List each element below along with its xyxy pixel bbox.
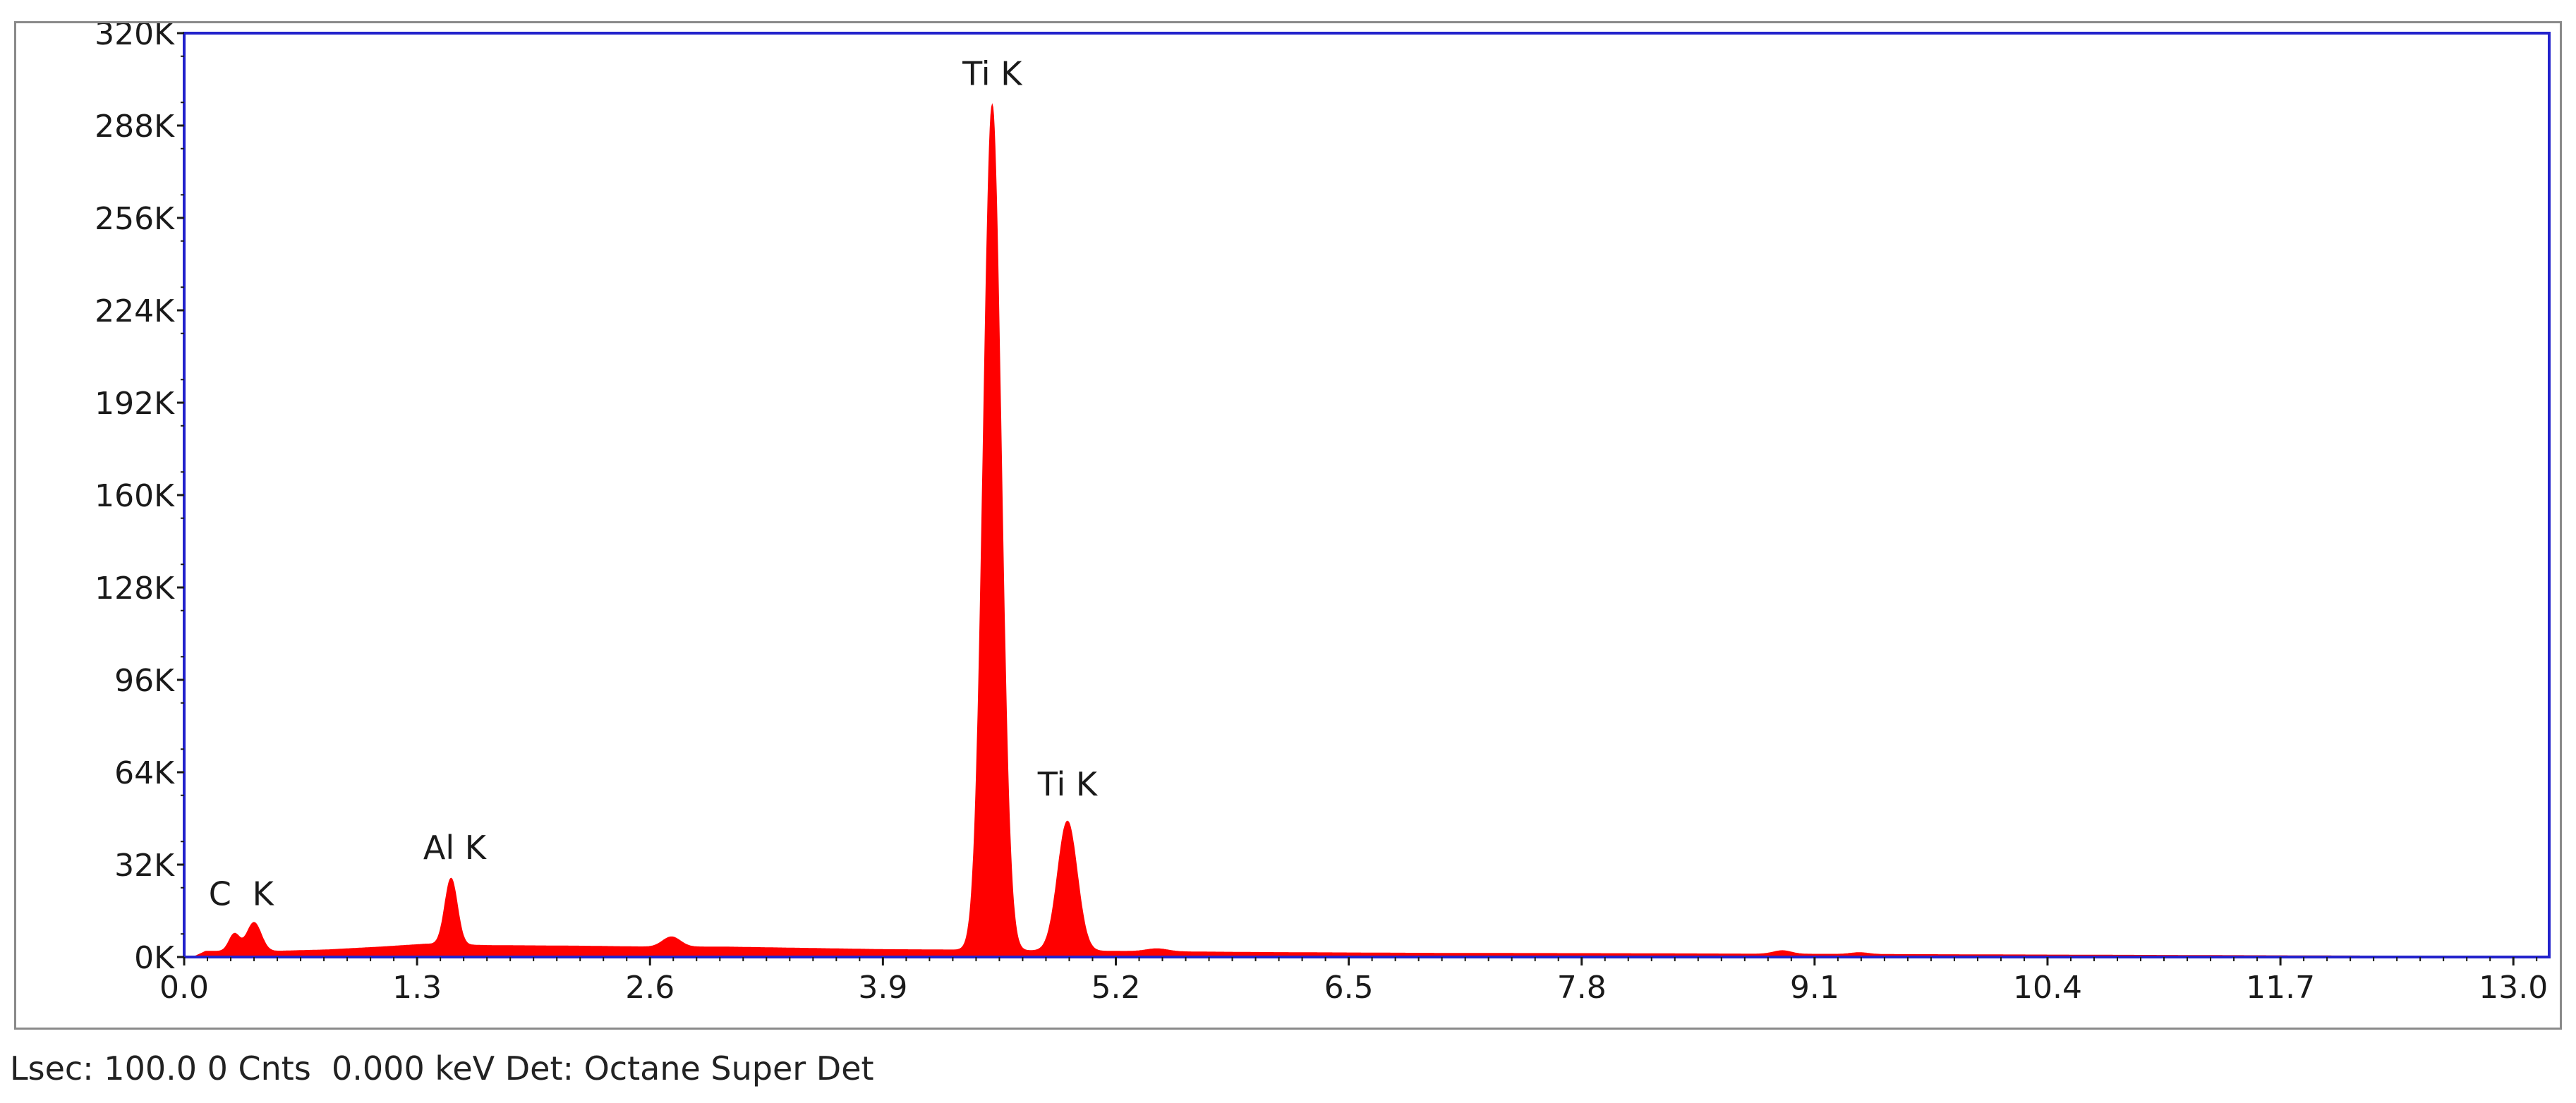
y-tick-label: 96K: [114, 663, 175, 699]
status-bar-text: Lsec: 100.0 0 Cnts 0.000 keV Det: Octane…: [10, 1049, 874, 1087]
x-tick-label: 9.1: [1790, 970, 1839, 1006]
y-tick-label: 160K: [95, 478, 175, 514]
x-tick-label: 11.7: [2246, 970, 2315, 1006]
spectrum-panel: 0K 32K 64K 96K 128K 160K 192K 224K 256K 288K 320K 0…: [14, 21, 2562, 1030]
spectrum-area: [193, 103, 2550, 958]
x-tick-label: 3.9: [858, 970, 907, 1006]
peak-label: Ti K: [962, 55, 1023, 93]
y-tick-label: 0K: [134, 940, 175, 976]
y-tick-label: 192K: [95, 386, 175, 422]
peak-label: C: [209, 875, 231, 913]
x-tick-label: 2.6: [625, 970, 675, 1006]
eds-spectrum-chart: 0K 32K 64K 96K 128K 160K 192K 224K 256K 288K 320K 0…: [95, 23, 2551, 1006]
peak-label: K: [253, 875, 275, 913]
x-tick-label: 0.0: [159, 970, 209, 1006]
x-tick-label: 5.2: [1091, 970, 1140, 1006]
peak-label: Ti K: [1037, 765, 1099, 803]
x-tick-label: 7.8: [1557, 970, 1607, 1006]
x-tick-label: 1.3: [392, 970, 442, 1006]
x-tick-label: 6.5: [1324, 970, 1374, 1006]
peak-label: Al K: [423, 829, 488, 867]
x-tick-label: 13.0: [2479, 970, 2548, 1006]
plot-frame: [183, 32, 2551, 958]
y-tick-label: 64K: [114, 755, 175, 791]
y-tick-label: 320K: [95, 23, 175, 52]
y-tick-label: 128K: [95, 571, 175, 607]
x-tick-label: 10.4: [2013, 970, 2082, 1006]
y-tick-label: 288K: [95, 109, 175, 145]
y-tick-label: 32K: [114, 848, 175, 884]
y-tick-label: 224K: [95, 293, 175, 329]
y-tick-label: 256K: [95, 201, 175, 237]
